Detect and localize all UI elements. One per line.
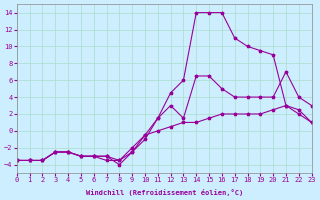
X-axis label: Windchill (Refroidissement éolien,°C): Windchill (Refroidissement éolien,°C) (85, 189, 243, 196)
